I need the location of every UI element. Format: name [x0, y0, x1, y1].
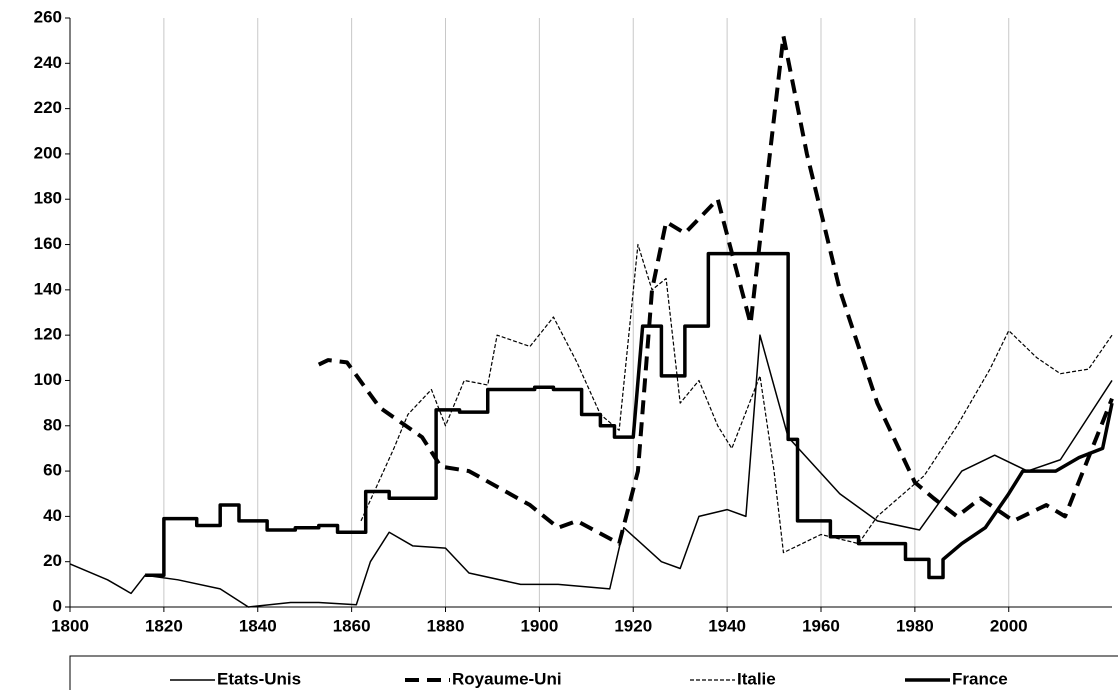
x-tick-label: 1860 — [333, 616, 371, 635]
x-tick-label: 1920 — [614, 616, 652, 635]
x-tick-label: 1960 — [802, 616, 840, 635]
y-tick-label: 200 — [34, 143, 62, 162]
y-tick-label: 240 — [34, 53, 62, 72]
x-tick-label: 1880 — [427, 616, 465, 635]
series-line — [360, 243, 1113, 554]
x-tick-label: 2000 — [990, 616, 1028, 635]
x-tick-label: 1800 — [51, 616, 89, 635]
y-tick-label: 220 — [34, 98, 62, 117]
y-tick-label: 260 — [34, 7, 62, 26]
y-tick-label: 20 — [43, 551, 62, 570]
legend-label: Italie — [737, 669, 776, 688]
x-tick-label: 1900 — [520, 616, 558, 635]
x-tick-label: 1980 — [896, 616, 934, 635]
x-tick-label: 1940 — [708, 616, 746, 635]
y-tick-label: 120 — [34, 325, 62, 344]
y-tick-label: 80 — [43, 415, 62, 434]
y-tick-label: 100 — [34, 370, 62, 389]
series-line — [145, 251, 1114, 580]
y-tick-label: 180 — [34, 189, 62, 208]
y-tick-label: 60 — [43, 461, 62, 480]
x-tick-label: 1820 — [145, 616, 183, 635]
legend-label: Royaume-Uni — [452, 669, 562, 688]
y-tick-label: 40 — [43, 506, 62, 525]
legend-label: France — [952, 669, 1008, 688]
y-tick-label: 0 — [53, 596, 62, 615]
y-tick-label: 140 — [34, 279, 62, 298]
legend-label: Etats-Unis — [217, 669, 301, 688]
x-tick-label: 1840 — [239, 616, 277, 635]
y-tick-label: 160 — [34, 234, 62, 253]
legend-box — [69, 655, 1118, 690]
series-line — [69, 334, 1113, 608]
